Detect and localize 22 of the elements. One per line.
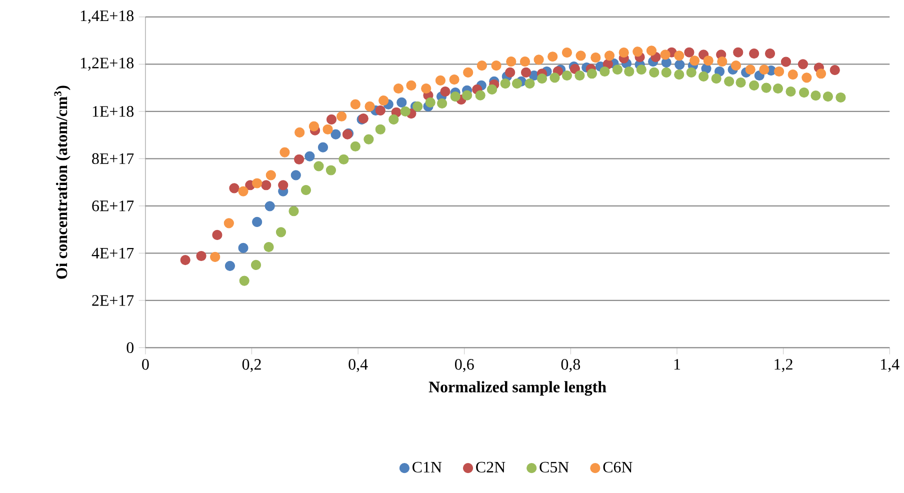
y-tick-label: 6E+17 [92, 200, 134, 212]
x-tick-label: 1,2 [774, 358, 792, 372]
legend-label: C6N [603, 462, 632, 472]
y-tick-label: 4E+17 [92, 248, 134, 258]
y-tick-label: 0 [126, 342, 134, 353]
y-tick-label: 1,2E+18 [80, 58, 134, 71]
legend-label: C5N [540, 462, 569, 472]
x-tick-label: 0,6 [455, 358, 474, 372]
y-tick-label: 1,4E+18 [80, 10, 134, 24]
legend-label: C2N [476, 462, 506, 472]
x-tick-label: 0,4 [348, 358, 368, 372]
y-tick-label: 2E+17 [92, 295, 134, 306]
y-tick-label: 1E+18 [92, 106, 134, 117]
x-tick-label: 0,2 [242, 358, 261, 372]
x-tick-label: 0 [142, 358, 149, 370]
y-tick-label: 8E+17 [92, 153, 134, 164]
y-axis-title: Oi concentration (atom/cm$^{3}$) [54, 86, 70, 279]
legend-label: C1N [412, 462, 442, 472]
x-tick-label: 1,4 [881, 358, 900, 372]
x-axis-title: Normalized sample length [428, 381, 606, 396]
x-tick-label: 1 [674, 358, 680, 370]
x-tick-label: 0,8 [561, 358, 580, 372]
